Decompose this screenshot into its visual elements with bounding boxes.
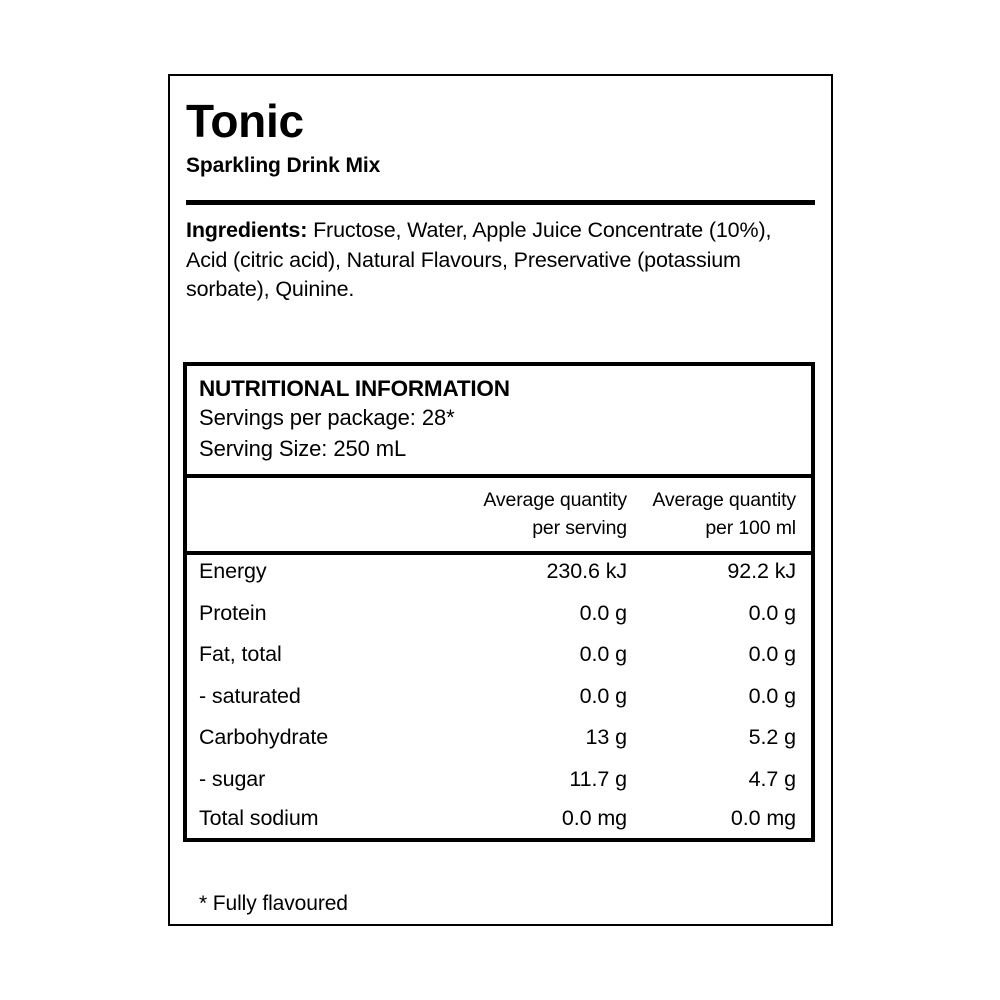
ingredients-divider-rule: [186, 200, 815, 206]
column-header-per-100ml-line1: Average quantity: [652, 488, 796, 511]
ingredients-paragraph: Ingredients: Fructose, Water, Apple Juic…: [186, 216, 815, 305]
table-row: Protein 0.0 g 0.0 g: [199, 600, 799, 625]
nutrient-name: - saturated: [199, 683, 301, 708]
table-column-header-row: Average quantity per serving Average qua…: [187, 478, 811, 556]
nutrient-name: Carbohydrate: [199, 725, 329, 750]
column-header-per-serving: Average quantity per serving: [458, 487, 627, 542]
nutrient-name: - sugar: [199, 766, 266, 791]
ingredients-list-text: Fructose, Water, Apple Juice Concentrate…: [186, 218, 772, 302]
nutrient-per-serving: 230.6 kJ: [546, 559, 628, 584]
nutrient-per-100ml: 0.0 g: [748, 642, 796, 667]
nutrient-per-serving: 0.0 mg: [561, 806, 627, 831]
nutrient-per-serving: 0.0 g: [579, 683, 627, 708]
nutrient-per-100ml: 4.7 g: [748, 766, 796, 791]
product-title: Tonic: [186, 95, 304, 147]
nutrient-per-serving: 0.0 g: [579, 642, 627, 667]
ingredients-block: Ingredients: Fructose, Water, Apple Juic…: [170, 205, 831, 305]
row-spacer: [199, 583, 799, 603]
nutrient-per-serving: 11.7 g: [569, 766, 627, 791]
column-header-per-serving-line2: per serving: [532, 516, 627, 539]
row-spacer: [199, 624, 799, 644]
table-row: Fat, total 0.0 g 0.0 g: [199, 644, 799, 666]
table-row: Carbohydrate 13 g 5.2 g: [199, 727, 799, 749]
nutrient-per-100ml: 0.0 g: [748, 683, 796, 708]
column-header-per-100ml-line2: per 100 ml: [705, 516, 796, 539]
nutrient-per-100ml: 5.2 g: [748, 725, 796, 750]
nutrient-per-serving: 0.0 g: [579, 600, 627, 625]
nutrient-name: Energy: [199, 559, 267, 584]
nutrient-per-serving: 13 g: [585, 725, 628, 750]
servings-per-package: Servings per package: 28*: [199, 405, 455, 431]
product-header: Tonic Sparkling Drink Mix: [170, 76, 831, 179]
column-header-per-100ml: Average quantity per 100 ml: [627, 487, 796, 542]
table-row: - sugar 11.7 g 4.7 g: [199, 766, 799, 791]
column-header-per-serving-line1: Average quantity: [483, 488, 627, 511]
nutrient-per-100ml: 0.0 g: [748, 600, 796, 625]
table-row: Energy 230.6 kJ 92.2 kJ: [199, 561, 799, 583]
nutrient-name: Fat, total: [199, 642, 282, 667]
nutrient-per-100ml: 92.2 kJ: [727, 559, 796, 584]
nutrition-data-rows: Energy 230.6 kJ 92.2 kJ Protein 0.0 g 0.…: [187, 555, 811, 838]
product-subtitle: Sparkling Drink Mix: [186, 153, 381, 177]
row-spacer: [199, 666, 799, 686]
nutrient-per-100ml: 0.0 mg: [730, 806, 796, 831]
nutrition-header-block: NUTRITIONAL INFORMATION Servings per pac…: [187, 366, 811, 478]
nutrient-name: Total sodium: [199, 806, 319, 831]
serving-size: Serving Size: 250 mL: [199, 435, 407, 461]
ingredients-label: Ingredients:: [186, 218, 308, 243]
nutrition-label-panel: Tonic Sparkling Drink Mix Ingredients: F…: [168, 74, 833, 926]
row-spacer: [199, 749, 799, 769]
nutrition-table-title: NUTRITIONAL INFORMATION: [199, 376, 510, 401]
footnote-text: * Fully flavoured: [199, 892, 348, 915]
row-spacer: [199, 707, 799, 727]
table-row: - saturated 0.0 g 0.0 g: [199, 683, 799, 708]
nutrient-name: Protein: [199, 600, 267, 625]
nutrition-table: NUTRITIONAL INFORMATION Servings per pac…: [183, 362, 815, 842]
table-row: Total sodium 0.0 mg 0.0 mg: [199, 808, 799, 830]
